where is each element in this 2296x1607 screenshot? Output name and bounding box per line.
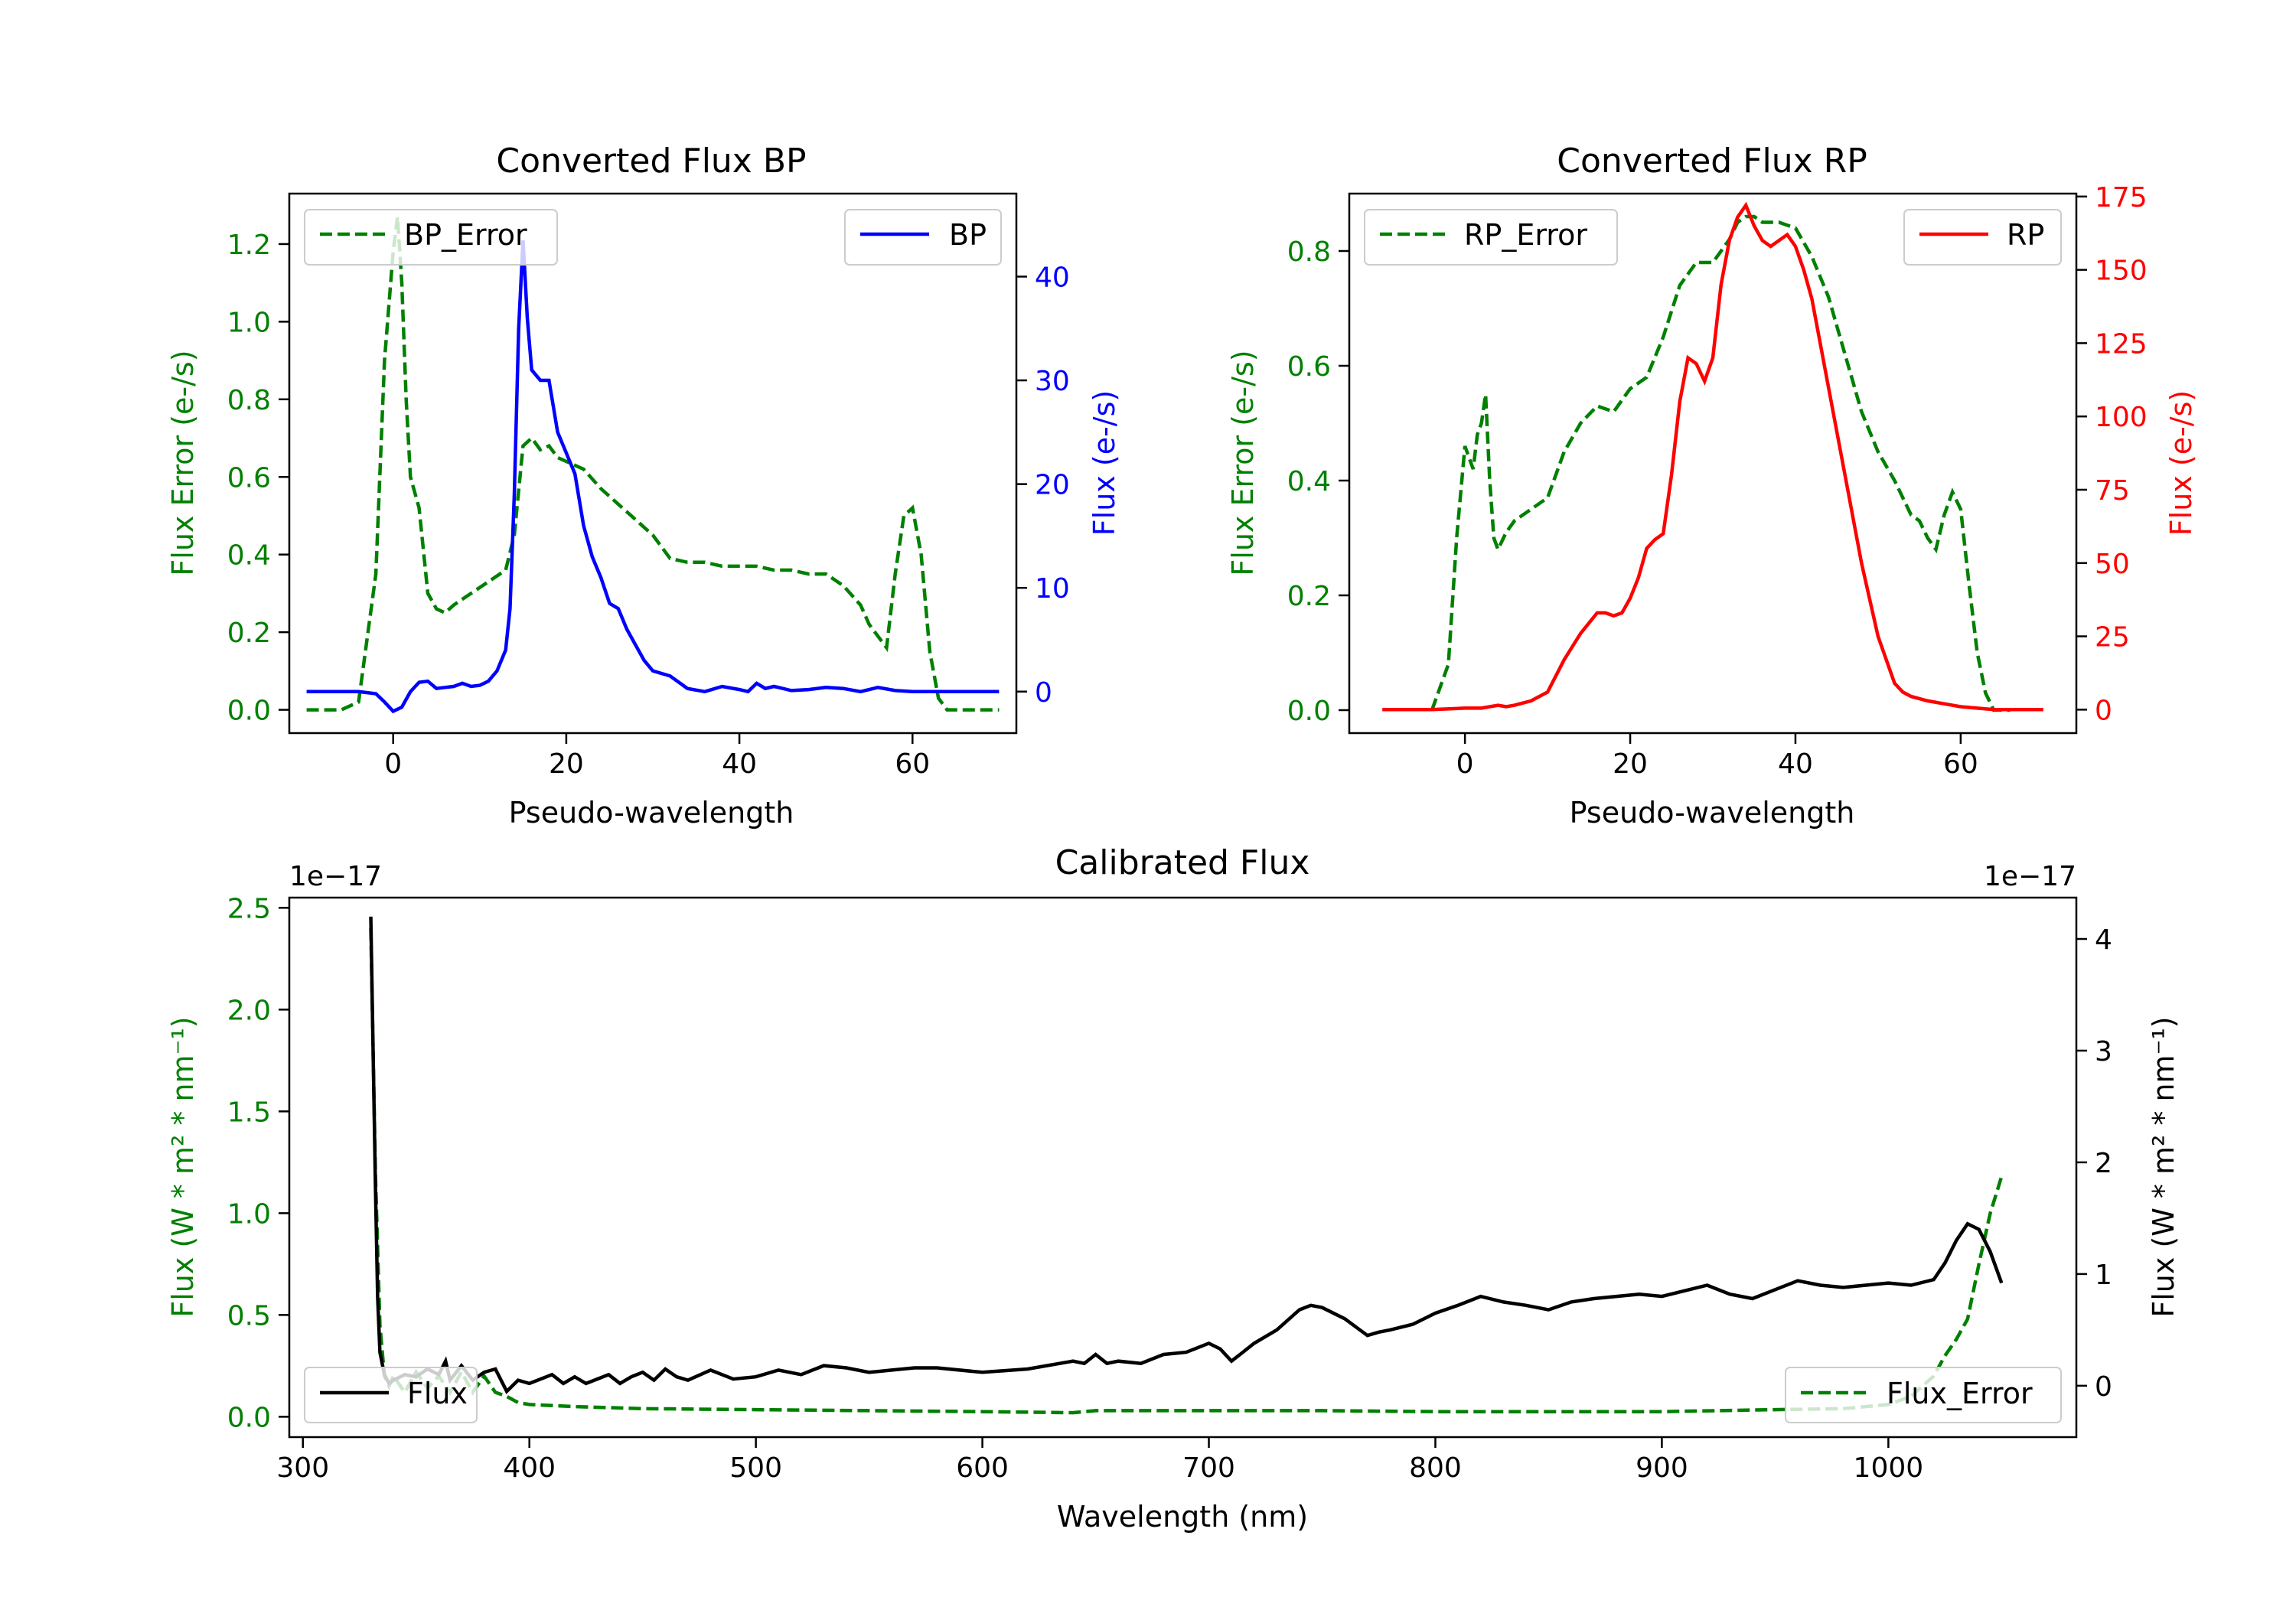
rp-right-y-tick-label: 25: [2095, 622, 2130, 654]
rp-flux-series-line: [1382, 201, 2043, 712]
cal-x-tick-label: 800: [1409, 1452, 1462, 1484]
cal-x-tick-label: 600: [956, 1452, 1009, 1484]
calibrated-x-axis-label: Wavelength (nm): [1057, 1500, 1308, 1534]
bp-left-y-tick-label: 0.0: [227, 696, 271, 727]
calibrated-right-offset-label: 1e−17: [1984, 861, 2076, 892]
rp-plot-frame: [1348, 192, 2078, 735]
bp-right-y-tick-label: 0: [1035, 677, 1052, 709]
bp-right-y-tick-label: 10: [1035, 573, 1070, 605]
cal-left-y-tick-label: 1.5: [227, 1097, 271, 1128]
bp-left-y-tick-label: 1.0: [227, 307, 271, 338]
rp-right-y-axis-label: Flux (e-/s): [2164, 390, 2198, 536]
bp-left-y-tick-label: 0.8: [227, 385, 271, 416]
cal-left-y-tick-label: 2.0: [227, 995, 271, 1026]
bp-x-tick-label: 20: [549, 748, 584, 780]
rp-right-y-tick-label: 0: [2095, 695, 2112, 726]
rp-x-axis-label: Pseudo-wavelength: [1570, 796, 1855, 830]
rp-left-y-tick-label: 0.6: [1287, 351, 1331, 383]
cal-right-y-tick-label: 0: [2095, 1371, 2112, 1403]
bp-left-y-tick-label: 1.2: [227, 230, 271, 261]
cal-left-y-tick-label: 1.0: [227, 1198, 271, 1230]
calibrated-axes-ticks: 300 400 500 600 700 800 900 1000 0.0 0.5 1.0 1.5 2.0…: [227, 893, 2112, 1484]
cal-x-tick-label: 300: [276, 1452, 329, 1484]
rp-left-y-tick-label: 0.0: [1287, 696, 1331, 727]
cal-left-y-tick-label: 0.0: [227, 1402, 271, 1433]
calibrated-flux-legend: Flux: [304, 1367, 478, 1423]
rp-error-legend: RP_Error: [1364, 209, 1618, 266]
calibrated-left-offset-label: 1e−17: [289, 861, 382, 892]
rp-left-y-tick-label: 0.8: [1287, 236, 1331, 268]
calibrated-right-y-axis-label: Flux (W * m² * nm⁻¹): [2147, 1016, 2180, 1317]
bp-left-y-tick-label: 0.2: [227, 618, 271, 649]
bp-panel: Converted Flux BP 0 20 40 60 0.0 0.2 0.4 0.6 0.8…: [166, 142, 1121, 830]
rp-right-y-tick-label: 125: [2095, 328, 2148, 360]
bp-flux-legend: BP: [844, 209, 1002, 266]
bp-x-tick-label: 0: [384, 748, 402, 780]
bp-right-y-axis-label: Flux (e-/s): [1088, 390, 1121, 536]
rp-right-y-tick-label: 175: [2095, 182, 2148, 214]
cal-right-y-tick-label: 3: [2095, 1036, 2112, 1068]
bp-error-legend: BP_Error: [304, 209, 558, 266]
cal-x-tick-label: 500: [729, 1452, 782, 1484]
calibrated-left-y-axis-label: Flux (W * m² * nm⁻¹): [166, 1016, 200, 1317]
calibrated-error-series-line: [369, 927, 2004, 1415]
bp-right-y-tick-label: 40: [1035, 262, 1070, 293]
bp-x-axis-label: Pseudo-wavelength: [509, 796, 794, 830]
calibrated-error-legend-label: Flux_Error: [1887, 1377, 2033, 1410]
cal-right-y-tick-label: 1: [2095, 1260, 2112, 1291]
rp-x-tick-label: 0: [1456, 748, 1474, 780]
rp-right-y-tick-label: 150: [2095, 256, 2148, 287]
rp-flux-legend-label: RP: [2007, 218, 2044, 252]
calibrated-plot-frame: [288, 896, 2078, 1439]
bp-left-y-tick-label: 0.4: [227, 540, 271, 572]
calibrated-flux-legend-label: Flux: [407, 1377, 468, 1410]
bp-error-legend-label: BP_Error: [404, 218, 527, 252]
rp-x-tick-label: 60: [1943, 748, 1978, 780]
bp-error-series-line: [306, 217, 1000, 712]
cal-x-tick-label: 1000: [1854, 1452, 1924, 1484]
rp-axes-ticks: 0 20 40 60 0.0 0.2 0.4 0.6 0.8 0 25 50 75 100 125 150 17…: [1287, 182, 2148, 780]
bp-chart-title: Converted Flux BP: [496, 142, 806, 181]
rp-x-tick-label: 20: [1613, 748, 1648, 780]
rp-error-legend-label: RP_Error: [1464, 218, 1587, 252]
rp-left-y-tick-label: 0.4: [1287, 466, 1331, 497]
calibrated-error-legend: Flux_Error: [1785, 1367, 2062, 1423]
calibrated-chart-title: Calibrated Flux: [1055, 843, 1310, 882]
cal-right-y-tick-label: 4: [2095, 924, 2112, 956]
bp-plot-frame: [288, 192, 1018, 735]
bp-x-tick-label: 40: [722, 748, 757, 780]
cal-x-tick-label: 400: [503, 1452, 556, 1484]
bp-left-y-axis-label: Flux Error (e-/s): [166, 350, 200, 575]
calibrated-flux-series-line: [369, 916, 2004, 1394]
bp-x-tick-label: 60: [895, 748, 930, 780]
cal-right-y-tick-label: 2: [2095, 1148, 2112, 1179]
rp-left-y-axis-label: Flux Error (e-/s): [1226, 350, 1260, 575]
rp-panel: Converted Flux RP 0 20 40 60 0.0 0.2 0.4 0.6 0.8…: [1226, 142, 2198, 830]
bp-flux-legend-label: BP: [949, 218, 987, 252]
rp-right-y-tick-label: 100: [2095, 402, 2148, 433]
rp-right-y-tick-label: 50: [2095, 549, 2130, 580]
rp-x-tick-label: 40: [1778, 748, 1813, 780]
cal-x-tick-label: 900: [1636, 1452, 1688, 1484]
cal-left-y-tick-label: 2.5: [227, 893, 271, 924]
bp-left-y-tick-label: 0.6: [227, 462, 271, 494]
rp-left-y-tick-label: 0.2: [1287, 581, 1331, 612]
cal-left-y-tick-label: 0.5: [227, 1300, 271, 1332]
rp-chart-title: Converted Flux RP: [1557, 142, 1867, 181]
rp-flux-legend: RP: [1903, 209, 2062, 266]
bp-axes-ticks: 0 20 40 60 0.0 0.2 0.4 0.6 0.8 1.0 1.2 0 10 20 30 40: [227, 230, 1070, 780]
bp-right-y-tick-label: 30: [1035, 366, 1070, 397]
calibrated-panel: Calibrated Flux 1e−17 1e−17 300 400 500 600…: [166, 843, 2180, 1534]
cal-x-tick-label: 700: [1182, 1452, 1235, 1484]
bp-right-y-tick-label: 20: [1035, 470, 1070, 501]
rp-right-y-tick-label: 75: [2095, 475, 2130, 507]
bp-flux-series-line: [306, 240, 1000, 714]
